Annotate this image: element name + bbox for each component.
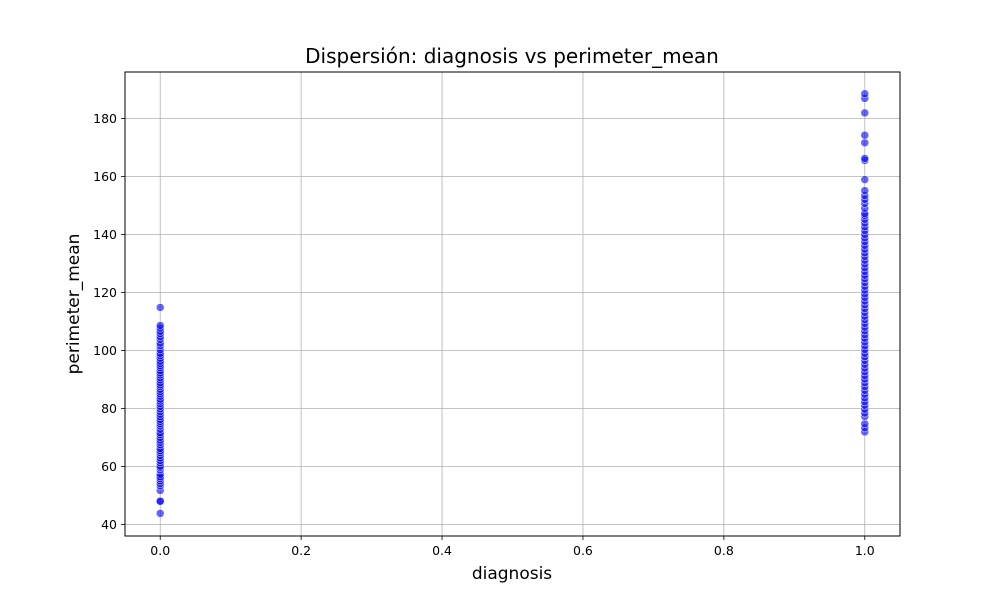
- chart-title: Dispersión: diagnosis vs perimeter_mean: [305, 44, 719, 68]
- y-tick-label: 60: [101, 459, 117, 474]
- scatter-point: [860, 154, 870, 163]
- y-tick-label: 180: [93, 111, 117, 126]
- scatter-point: [860, 89, 870, 98]
- x-tick-label: 0.4: [432, 543, 452, 558]
- y-tick-label: 160: [93, 169, 117, 184]
- scatter-points: [155, 89, 870, 518]
- x-tick-label: 0.0: [150, 543, 170, 558]
- x-tick-label: 1.0: [855, 543, 875, 558]
- y-tick-label: 140: [93, 227, 117, 242]
- scatter-point: [155, 303, 165, 312]
- scatter-point: [860, 138, 870, 148]
- y-tick-label: 100: [93, 343, 117, 358]
- axis-ticks: 0.0 0.2 0.4 0.6 0.8 1.0 40 60 80 100 120 140 160 180: [93, 111, 875, 558]
- scatter-point: [860, 130, 870, 140]
- scatter-point: [155, 321, 165, 330]
- y-tick-label: 40: [101, 517, 117, 532]
- scatter-point: [155, 496, 165, 506]
- x-tick-label: 0.2: [291, 543, 311, 558]
- plot-frame: [124, 71, 901, 537]
- x-tick-label: 0.8: [714, 543, 734, 558]
- scatter-point: [860, 419, 870, 429]
- scatter-point: [155, 509, 165, 518]
- y-tick-label: 120: [93, 285, 117, 300]
- scatter-point: [860, 108, 870, 118]
- y-tick-label: 80: [101, 401, 117, 416]
- y-axis-title: perimeter_mean: [64, 234, 84, 375]
- x-axis-title: diagnosis: [472, 564, 552, 584]
- scatter-point: [860, 175, 870, 184]
- scatter-point: [860, 186, 870, 195]
- x-tick-label: 0.6: [573, 543, 593, 558]
